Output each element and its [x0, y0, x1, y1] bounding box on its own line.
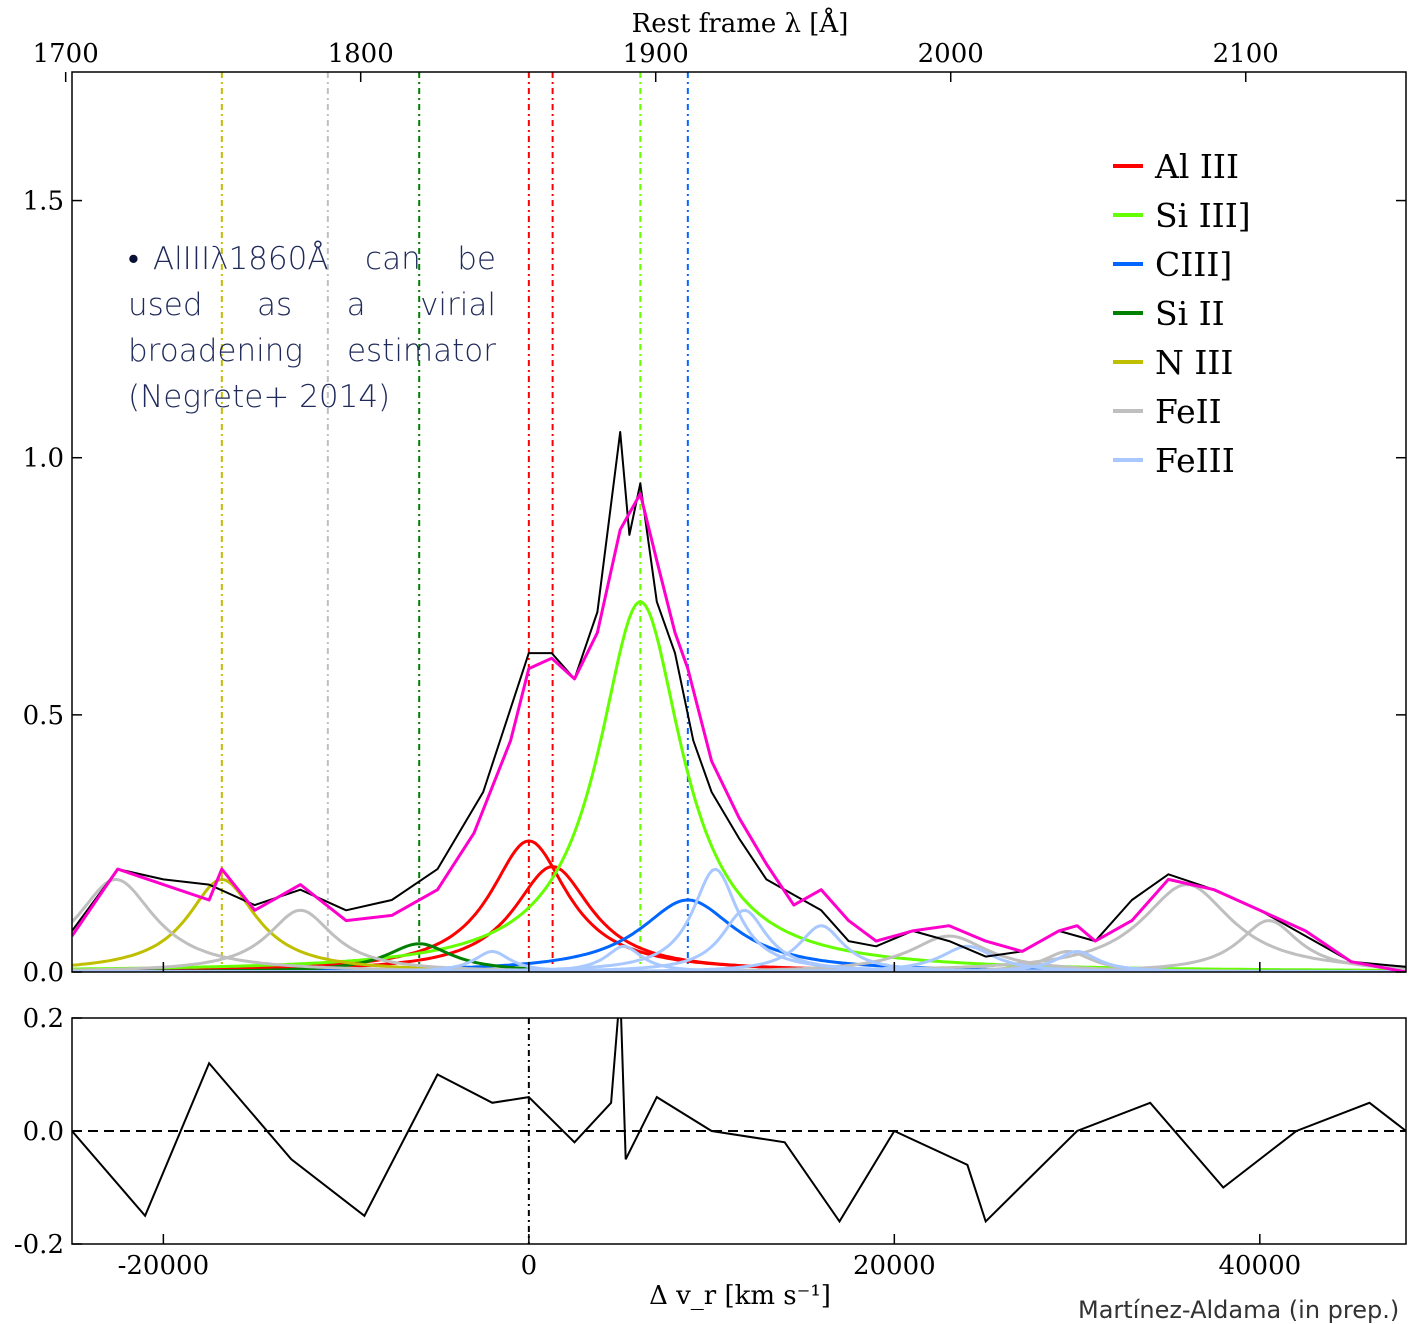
top-tick-label: 1700: [33, 39, 99, 69]
legend-label-ciii: CIII]: [1155, 245, 1232, 284]
x-tick-label: 0: [521, 1251, 538, 1281]
component-feiii: [72, 867, 1406, 972]
component-al-iii: [72, 865, 1406, 972]
component-feiii: [72, 908, 1406, 972]
res-y-tick-label: 0.2: [23, 1004, 64, 1034]
series-observed-spectrum: [72, 431, 1406, 968]
res-y-tick-label: -0.2: [14, 1230, 64, 1260]
series-total-fit: [72, 492, 1406, 972]
main-panel: 0.0 0.5 1.0 1.5 1700 1800 1900 2000 2100 Al III S…: [23, 7, 1407, 988]
annotation-note: • AlIIIλ1860Å can be used as a virial bro…: [128, 236, 496, 420]
component-si-iii: [72, 600, 1406, 972]
legend-label-si-iii: Si III]: [1155, 196, 1251, 235]
series-residual: [72, 1018, 1406, 1224]
top-axis-title: Rest frame λ [Å]: [632, 7, 849, 39]
annotation-text: AlIIIλ1860Å can be used as a virial broa…: [128, 241, 496, 415]
top-tick-label: 2000: [918, 39, 984, 69]
component-al-iii: [72, 839, 1406, 972]
component-feii: [72, 908, 1406, 972]
legend-label-si-ii: Si II: [1155, 294, 1225, 333]
main-frame: [71, 71, 1407, 973]
y-tick-label: 0.0: [23, 958, 64, 988]
x-tick-label: 40000: [1218, 1251, 1301, 1281]
top-tick-label: 1900: [623, 39, 689, 69]
x-axis-title: Δ v_r [km s⁻¹]: [649, 1281, 831, 1311]
legend: Al III Si III] CIII] Si II N III FeII FeIII: [1113, 147, 1251, 480]
res-y-tick-label: 0.0: [23, 1117, 64, 1147]
bullet-icon: •: [128, 241, 139, 277]
legend-label-al-iii: Al III: [1154, 147, 1239, 186]
credit-text: Martínez-Aldama (in prep.): [1078, 1296, 1400, 1324]
legend-label-feii: FeII: [1155, 392, 1222, 431]
y-tick-label: 1.5: [23, 187, 64, 217]
top-tick-label: 1800: [328, 39, 394, 69]
y-tick-label: 0.5: [23, 701, 64, 731]
legend-label-feiii: FeIII: [1155, 441, 1235, 480]
top-tick-label: 2100: [1213, 39, 1279, 69]
y-tick-label: 1.0: [23, 444, 64, 474]
residual-panel: -0.2 0.0 0.2 -20000 0 20000 40000 Δ v_r [km s⁻…: [14, 1004, 1407, 1311]
x-tick-label: 20000: [853, 1251, 936, 1281]
x-tick-label: -20000: [118, 1251, 210, 1281]
legend-label-n-iii: N III: [1155, 343, 1233, 382]
